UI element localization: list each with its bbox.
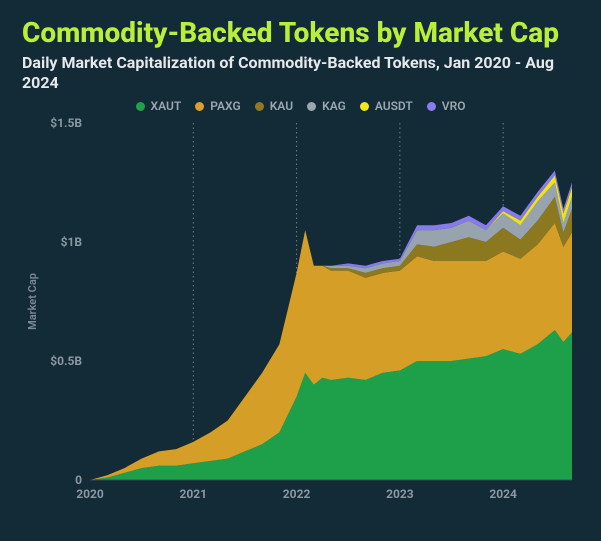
y-tick-label: $1.5B <box>50 116 82 130</box>
stacked-area-chart: 2020 2021 2022 2023 2024 0 $0.5B $1B $1.5B Market… <box>22 115 582 510</box>
x-tick-label: 2020 <box>76 487 104 501</box>
y-axis-title: Market Cap <box>26 273 39 330</box>
legend-swatch-icon <box>255 102 264 111</box>
x-tick-label: 2022 <box>283 487 311 501</box>
legend-item-vro[interactable]: VRO <box>427 99 466 113</box>
legend-label: VRO <box>442 99 466 113</box>
legend-label: AUSDT <box>375 99 413 113</box>
x-tick-label: 2024 <box>489 487 517 501</box>
chart-legend: XAUT PAXG KAU KAG AUSDT VRO <box>22 99 579 113</box>
legend-swatch-icon <box>136 102 145 111</box>
y-tick-label: $1B <box>61 235 83 249</box>
legend-item-xaut[interactable]: XAUT <box>136 99 182 113</box>
chart-subtitle: Daily Market Capitalization of Commodity… <box>22 53 579 93</box>
legend-item-kau[interactable]: KAU <box>255 99 293 113</box>
x-tick-label: 2021 <box>180 487 208 501</box>
legend-swatch-icon <box>427 102 436 111</box>
legend-swatch-icon <box>195 102 204 111</box>
y-tick-label: 0 <box>75 473 82 487</box>
legend-label: KAG <box>322 99 346 113</box>
legend-swatch-icon <box>307 102 316 111</box>
y-tick-label: $0.5B <box>50 354 82 368</box>
x-tick-label: 2023 <box>386 487 414 501</box>
chart-card: Commodity-Backed Tokens by Market Cap Da… <box>0 0 601 524</box>
legend-item-paxg[interactable]: PAXG <box>195 99 240 113</box>
chart-title: Commodity-Backed Tokens by Market Cap <box>22 18 579 47</box>
legend-item-ausdt[interactable]: AUSDT <box>360 99 413 113</box>
legend-swatch-icon <box>360 102 369 111</box>
legend-label: XAUT <box>151 99 182 113</box>
legend-label: KAU <box>270 99 293 113</box>
legend-label: PAXG <box>210 99 240 113</box>
legend-item-kag[interactable]: KAG <box>307 99 346 113</box>
